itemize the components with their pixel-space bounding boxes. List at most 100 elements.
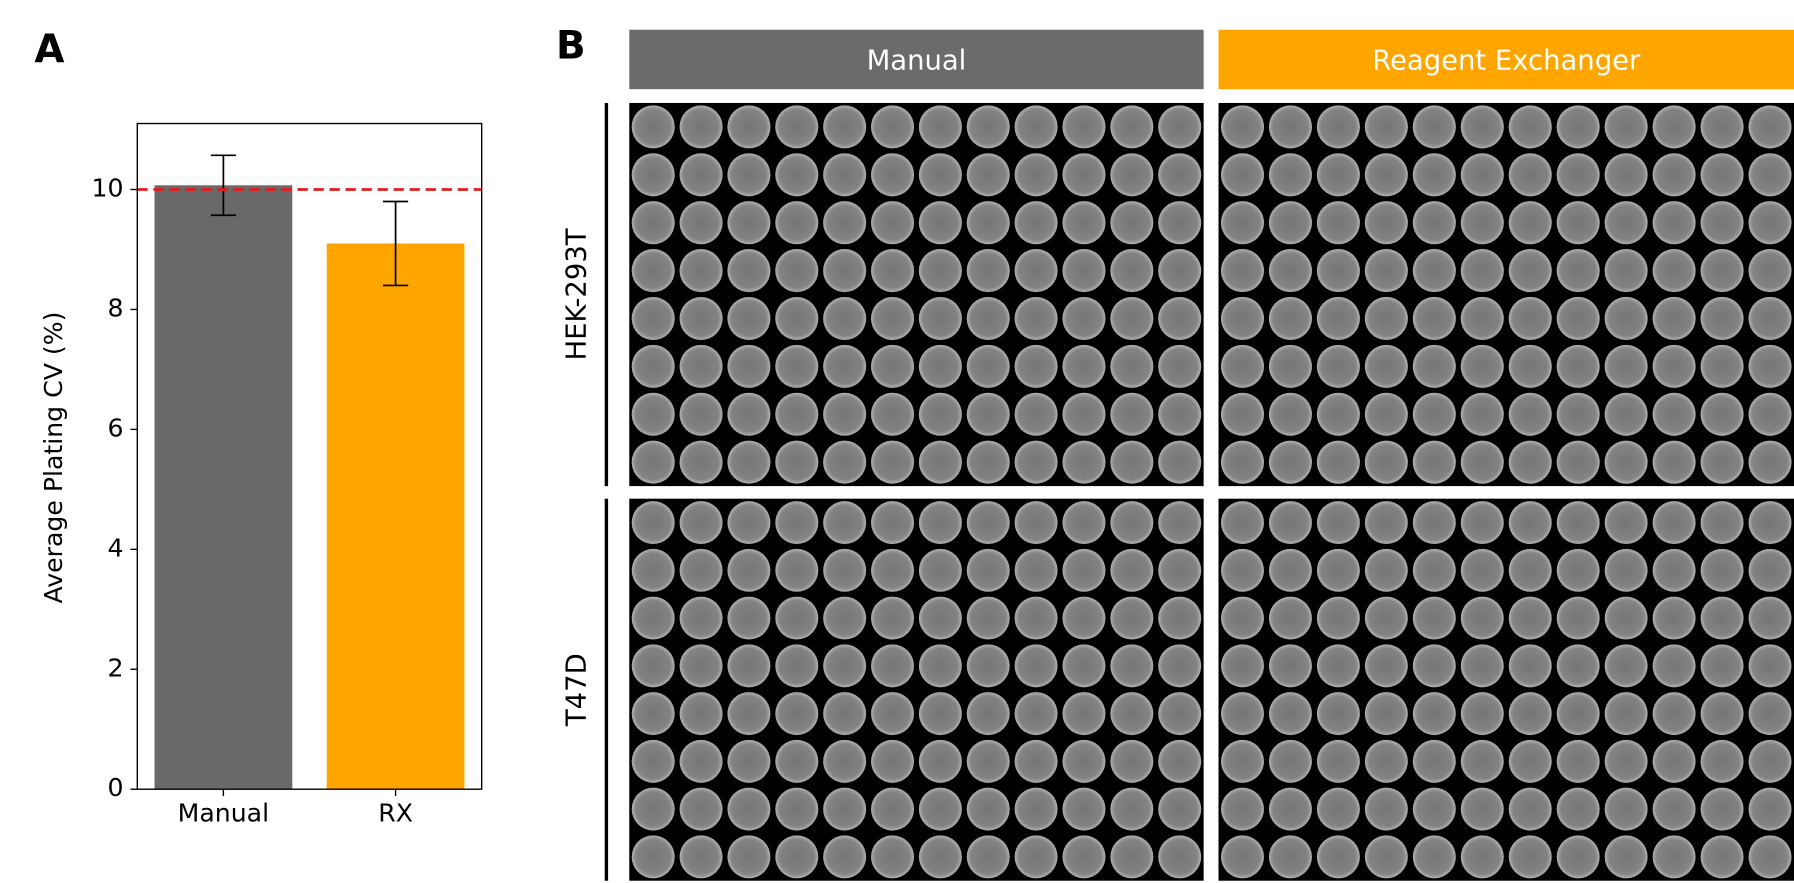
well — [1412, 440, 1456, 484]
well — [1220, 344, 1265, 388]
well — [1364, 596, 1408, 640]
well — [1508, 787, 1552, 831]
well — [1460, 105, 1504, 149]
well — [1556, 105, 1600, 149]
well — [1700, 501, 1744, 545]
well — [1556, 692, 1600, 736]
well — [1700, 596, 1744, 640]
well — [823, 787, 867, 831]
panel-label: A — [34, 27, 64, 72]
well — [1062, 440, 1106, 484]
well — [1316, 644, 1360, 688]
y-tick-label: 2 — [108, 653, 124, 682]
well — [1556, 153, 1600, 197]
well — [727, 739, 771, 783]
well — [1110, 392, 1154, 436]
well — [1316, 692, 1360, 736]
well — [1268, 440, 1312, 484]
well — [1364, 739, 1408, 783]
well — [679, 296, 723, 341]
well — [823, 201, 867, 245]
well — [1062, 501, 1106, 545]
well — [1316, 344, 1360, 388]
well — [727, 344, 771, 388]
well — [1062, 249, 1106, 293]
well — [1412, 739, 1456, 783]
well — [1110, 105, 1154, 149]
plate-image — [1218, 102, 1794, 487]
well — [631, 201, 675, 245]
well — [775, 835, 819, 879]
well — [1412, 787, 1456, 831]
well — [966, 596, 1010, 640]
well — [1364, 153, 1408, 197]
well — [631, 249, 675, 293]
well — [966, 501, 1010, 545]
well — [1748, 153, 1792, 197]
well — [918, 249, 962, 293]
well — [1556, 440, 1600, 484]
well — [727, 440, 771, 484]
well — [727, 249, 771, 293]
well — [1110, 440, 1154, 484]
row-label: HEK-293T — [561, 228, 592, 360]
well — [1158, 644, 1202, 688]
well — [966, 692, 1010, 736]
well — [1508, 392, 1552, 436]
well — [1652, 249, 1696, 293]
well — [1748, 596, 1792, 640]
well — [775, 153, 819, 197]
well — [1460, 153, 1504, 197]
well — [1652, 201, 1696, 245]
well — [1364, 692, 1408, 736]
well — [1412, 153, 1456, 197]
well — [1700, 105, 1744, 149]
well — [631, 644, 675, 688]
well — [1364, 548, 1408, 592]
well — [870, 392, 915, 436]
well — [1014, 692, 1058, 736]
column-header-label: Reagent Exchanger — [1372, 45, 1641, 76]
well — [1220, 249, 1265, 293]
well — [1110, 201, 1154, 245]
well — [1220, 644, 1264, 688]
well — [1556, 596, 1600, 640]
well — [1460, 344, 1504, 388]
well — [1556, 344, 1600, 388]
well — [1062, 392, 1106, 436]
well — [775, 440, 819, 484]
well — [1700, 201, 1744, 245]
well — [966, 392, 1010, 436]
well — [1316, 596, 1360, 640]
well — [775, 644, 819, 688]
well — [1604, 835, 1648, 879]
well — [1268, 249, 1312, 293]
well — [1268, 501, 1312, 545]
well — [1158, 692, 1202, 736]
well — [1158, 249, 1202, 293]
well — [1652, 787, 1696, 831]
well — [1364, 296, 1408, 341]
well — [1748, 644, 1792, 688]
well — [1508, 835, 1552, 879]
well — [1460, 548, 1504, 592]
well — [823, 739, 867, 783]
well — [870, 296, 915, 341]
well — [1700, 835, 1744, 879]
well — [679, 596, 723, 640]
well — [1604, 644, 1648, 688]
well — [1062, 548, 1106, 592]
well — [1268, 296, 1312, 341]
well — [1014, 835, 1058, 879]
well — [1412, 501, 1456, 545]
well — [1508, 201, 1552, 245]
well — [1460, 440, 1504, 484]
well — [966, 153, 1010, 197]
well — [1220, 392, 1265, 436]
well — [1364, 644, 1408, 688]
well — [1652, 153, 1696, 197]
well — [1412, 548, 1456, 592]
well — [1014, 344, 1058, 388]
well — [966, 787, 1010, 831]
well — [918, 153, 962, 197]
